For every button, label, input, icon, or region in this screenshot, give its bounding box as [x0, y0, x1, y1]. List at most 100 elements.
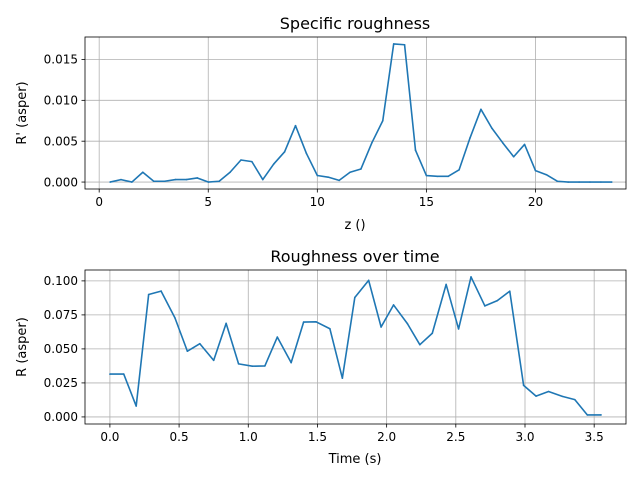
y-tick-label: 0.000 [44, 175, 78, 189]
x-ticks: 0.0 0.5 1.0 1.5 2.0 2.5 3.0 3.5 [100, 424, 604, 444]
data-point [578, 181, 580, 183]
y-tick-label: 0.010 [44, 94, 78, 108]
x-tick-label: 15 [419, 195, 434, 209]
data-point [574, 398, 576, 401]
data-point [294, 124, 297, 127]
data-point [381, 119, 384, 122]
x-tick-label: 10 [310, 195, 325, 209]
data-point [586, 414, 589, 416]
plot-area-frame [84, 36, 627, 190]
data-point [349, 171, 351, 174]
data-point [120, 178, 122, 181]
data-point [327, 176, 330, 178]
y-tick-label: 0.025 [44, 376, 78, 390]
data-point [611, 181, 613, 183]
series-line [109, 43, 613, 183]
data-point [436, 175, 439, 178]
data-point [338, 179, 340, 182]
plot-area-frame [84, 269, 627, 425]
data-point [458, 169, 460, 171]
data-point [152, 180, 155, 183]
data-point [512, 155, 515, 158]
data-point [403, 43, 406, 46]
x-axis-label: Time (s) [328, 452, 382, 467]
data-point [251, 365, 254, 367]
data-point [367, 279, 370, 282]
x-tick-label: 0.5 [170, 430, 189, 444]
data-point [283, 151, 286, 153]
data-point [264, 365, 266, 367]
y-tick-label: 0.000 [44, 410, 78, 424]
data-point [496, 299, 499, 302]
data-point [142, 171, 144, 174]
x-tick-label: 0 [95, 195, 103, 209]
data-point [447, 175, 450, 178]
x-tick-label: 20 [528, 195, 543, 209]
y-axis-label: R' (asper) [15, 81, 30, 144]
data-point [174, 178, 177, 181]
y-tick-label: 0.075 [44, 308, 78, 322]
data-point [480, 108, 482, 111]
x-tick-label: 2.5 [446, 430, 465, 444]
data-point [109, 181, 111, 183]
data-point [341, 377, 344, 379]
data-point [251, 160, 253, 163]
data-point [109, 373, 111, 375]
data-point [261, 178, 264, 181]
x-tick-label: 3.0 [515, 430, 534, 444]
chart-title: Specific roughness [280, 14, 430, 33]
data-point [122, 373, 125, 375]
data-point [534, 169, 537, 172]
data-point [501, 142, 504, 144]
data-point [185, 178, 188, 181]
data-point [302, 321, 305, 323]
data-point [547, 390, 550, 393]
x-tick-label: 1.0 [239, 430, 258, 444]
data-point [567, 181, 569, 183]
data-point [272, 163, 275, 165]
data-point [445, 283, 447, 286]
data-point [163, 180, 166, 183]
data-point [174, 317, 176, 319]
x-tick-label: 5 [204, 195, 212, 209]
data-point [561, 395, 564, 398]
y-ticks: 0.000 0.025 0.050 0.075 0.100 [44, 274, 85, 424]
x-ticks: 0 5 10 15 20 [95, 189, 543, 209]
data-point [199, 342, 201, 345]
data-point [196, 177, 199, 179]
data-point [160, 290, 162, 292]
data-point [469, 137, 471, 139]
chart-title: Roughness over time [270, 247, 439, 266]
chart-specific-roughness: 0 5 10 15 20 0.000 0.005 0.010 0.015 Specific r… [15, 14, 627, 233]
chart-roughness-over-time: 0.0 0.5 1.0 1.5 2.0 2.5 3.0 3.5 0.000 0.025 0.050… [15, 247, 627, 467]
series-line [109, 276, 602, 416]
data-point [135, 405, 137, 407]
data-point [276, 336, 279, 338]
data-point [147, 293, 150, 296]
data-point [305, 152, 308, 155]
y-tick-label: 0.015 [44, 53, 78, 67]
data-point [360, 168, 362, 170]
data-point [392, 43, 395, 45]
data-point [600, 414, 602, 416]
grid [85, 270, 626, 424]
data-point [600, 181, 602, 183]
data-point [556, 180, 559, 183]
data-point [240, 159, 242, 161]
data-point [225, 322, 227, 325]
data-point [237, 363, 240, 365]
x-tick-label: 1.5 [308, 430, 327, 444]
data-point [523, 143, 526, 146]
y-tick-label: 0.050 [44, 342, 78, 356]
data-point [212, 359, 215, 362]
x-tick-label: 2.0 [377, 430, 396, 444]
y-tick-label: 0.100 [44, 274, 78, 288]
data-point [425, 174, 428, 177]
data-point [371, 142, 373, 144]
data-point [229, 171, 231, 174]
y-axis-label: R (asper) [15, 317, 30, 377]
y-tick-label: 0.005 [44, 134, 78, 148]
data-point [484, 305, 486, 307]
